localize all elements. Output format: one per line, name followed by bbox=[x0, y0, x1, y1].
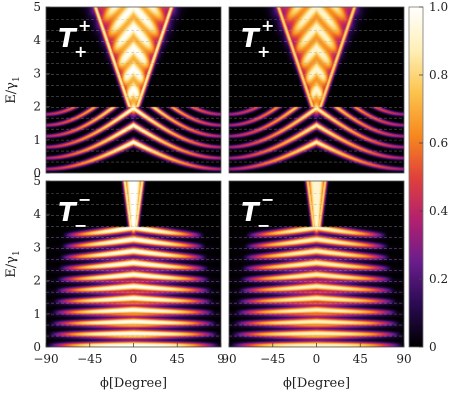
heatmap-panel: T + + bbox=[228, 6, 405, 174]
x-tick-label: −45 bbox=[260, 352, 285, 366]
panel-label: T bbox=[58, 198, 78, 228]
x-tick-label: 90 bbox=[396, 352, 411, 366]
y-tick-label: 2 bbox=[33, 100, 41, 114]
panel-label: T bbox=[241, 198, 261, 228]
colorbar-scale bbox=[408, 6, 424, 348]
colorbar-tick-label: 0.8 bbox=[429, 68, 448, 82]
x-tick-label: 0 bbox=[313, 352, 321, 366]
heatmap-panel: T + +0 1 2 3 4 5 bbox=[33, 0, 222, 180]
y-tick-label: 4 bbox=[33, 33, 41, 47]
heatmap-image bbox=[229, 181, 404, 347]
panel-label-sub: + bbox=[257, 42, 270, 61]
y-tick-label: 2 bbox=[33, 274, 41, 288]
y-tick-label: 5 bbox=[33, 174, 41, 188]
colorbar-tick-label: 0.2 bbox=[429, 272, 448, 286]
panel-label-sup: + bbox=[261, 16, 274, 35]
y-axis-label: E/γ1 bbox=[4, 250, 22, 277]
heatmap-image bbox=[229, 7, 404, 173]
y-tick-label: 0 bbox=[33, 166, 41, 180]
y-tick-label: 4 bbox=[33, 207, 41, 221]
y-tick-label: 5 bbox=[33, 0, 41, 14]
x-tick-label: 0 bbox=[130, 352, 138, 366]
x-tick-label: −45 bbox=[77, 352, 102, 366]
colorbar-tick-label: 0.6 bbox=[429, 136, 448, 150]
x-axis-label: ϕ[Degree] bbox=[283, 376, 350, 391]
colorbar-tick-label: 0.4 bbox=[429, 204, 448, 218]
x-axis-label: ϕ[Degree] bbox=[100, 376, 167, 391]
panel-label-sup: − bbox=[78, 190, 91, 209]
heatmap-panel: T − − 0 1 2 3 4 5 bbox=[33, 174, 222, 354]
panel-frame bbox=[45, 6, 222, 174]
y-tick-label: 1 bbox=[33, 133, 41, 147]
x-tick-label: −90 bbox=[33, 352, 58, 366]
panel-label-sub: − bbox=[74, 216, 87, 235]
heatmap-panel: T − − bbox=[228, 180, 405, 348]
colorbar-tick-label: 1.0 bbox=[429, 0, 448, 14]
colorbar-tick-label: 0 bbox=[429, 340, 437, 354]
heatmap-image bbox=[46, 181, 221, 347]
panel-label-sub: + bbox=[74, 42, 87, 61]
x-tick-label: 45 bbox=[353, 352, 368, 366]
axes: −90 −45 0 45 9ϕ[Degree]90 −45 0 45 90ϕ[Degree]E/… bbox=[4, 76, 412, 391]
panel-label-sub: − bbox=[257, 216, 270, 235]
y-tick-label: 3 bbox=[33, 66, 41, 80]
heatmap-image bbox=[46, 7, 221, 173]
colorbar: 0 0.2 0.4 0.6 0.8 1.0 bbox=[408, 0, 448, 354]
panel-frame bbox=[228, 6, 405, 174]
panel-label: T bbox=[58, 24, 78, 54]
x-tick-label: 90 bbox=[221, 352, 236, 366]
y-tick-label: 3 bbox=[33, 240, 41, 254]
panel-label: T bbox=[241, 24, 261, 54]
panel-label-sup: − bbox=[261, 190, 274, 209]
y-axis-label: E/γ1 bbox=[4, 76, 22, 103]
panel-label-sup: + bbox=[78, 16, 91, 35]
y-tick-label: 1 bbox=[33, 307, 41, 321]
y-tick-label: 0 bbox=[33, 340, 41, 354]
x-tick-label: 45 bbox=[170, 352, 185, 366]
x-tick-label: 9 bbox=[217, 352, 225, 366]
